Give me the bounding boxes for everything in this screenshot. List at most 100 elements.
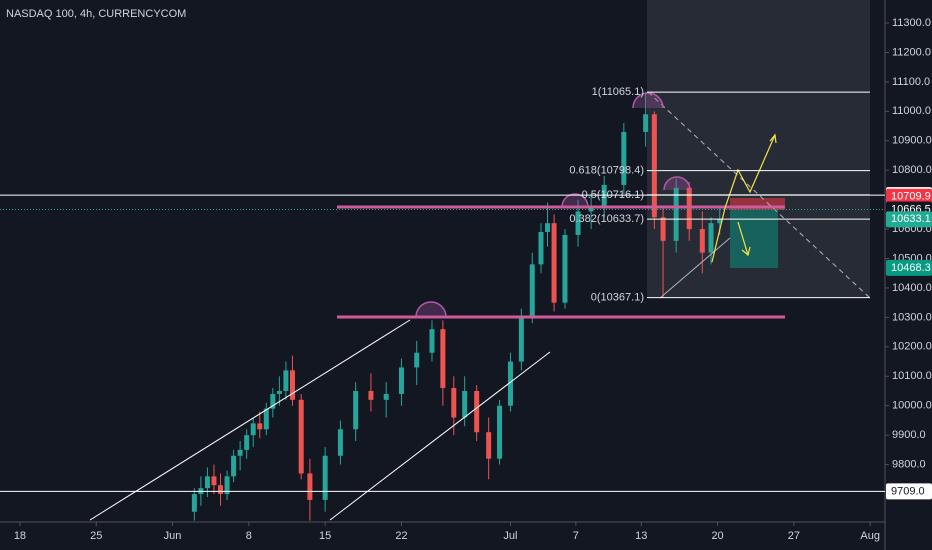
y-tick-label: 10100.0 (892, 370, 932, 382)
candle-body (298, 399, 304, 474)
chart-title: NASDAQ 100, 4h, CURRENCYCOM (6, 8, 186, 20)
price-tag (886, 188, 932, 205)
x-tick-label: 8 (246, 530, 252, 542)
y-tick-label: 11200.0 (892, 46, 931, 58)
candle-body (575, 211, 581, 235)
candle-body (383, 393, 389, 400)
candle-body (621, 131, 627, 185)
candle-body (224, 476, 230, 495)
candle-body (486, 432, 492, 459)
top-arc (663, 176, 691, 191)
price-tag (886, 483, 932, 500)
price-tag-label: 9709.0 (891, 485, 925, 497)
x-tick-label: 27 (788, 530, 800, 542)
candle-body (643, 114, 649, 132)
candle-body (289, 370, 295, 400)
candle-body (414, 352, 420, 368)
candle-body (545, 223, 551, 233)
candle-body (708, 223, 714, 253)
y-tick-label: 10300.0 (892, 311, 932, 323)
candle-body (651, 114, 657, 218)
price-tag-label: 10468.3 (891, 262, 931, 274)
price-tag (886, 211, 932, 228)
y-tick-label: 11000.0 (892, 105, 931, 117)
candle-body (562, 234, 568, 303)
candle-body (337, 429, 343, 456)
y-tick-label: 11300.0 (892, 17, 931, 29)
candle-body (474, 390, 480, 433)
x-tick-label: Aug (860, 530, 880, 542)
x-tick-label: 7 (573, 530, 579, 542)
y-tick-label: 10400.0 (892, 282, 932, 294)
candle-body (451, 388, 457, 418)
top-arc (561, 193, 589, 208)
top-arc (415, 301, 447, 318)
channel-line (329, 351, 551, 521)
candle-body (462, 390, 468, 418)
candle-body (398, 367, 404, 394)
candle-body (263, 408, 269, 430)
candle-body (440, 329, 446, 389)
triangle-line (659, 237, 731, 299)
top-arc (632, 92, 664, 109)
candle-body (244, 435, 250, 450)
candle-body (211, 476, 217, 486)
candle-body (699, 229, 705, 253)
candle-body (237, 449, 243, 456)
projection-arrow (711, 134, 776, 263)
x-tick-label: 25 (90, 530, 102, 542)
candle-body (673, 187, 679, 241)
y-tick-label: 9800.0 (892, 459, 926, 471)
candle-body (717, 219, 723, 224)
y-tick-label: 10000.0 (892, 400, 932, 412)
candle-body (250, 423, 256, 436)
candle-body (353, 390, 359, 430)
x-tick-label: Jun (164, 530, 182, 542)
candle-body (429, 329, 435, 353)
y-tick-label: 10800.0 (892, 164, 932, 176)
arrow-head (769, 133, 777, 144)
drawings-back (647, 0, 870, 298)
y-tick-label: 10200.0 (892, 341, 932, 353)
channel-line (89, 319, 411, 521)
x-tick-label: 13 (635, 530, 647, 542)
fib-label: 0(10367.1) (591, 292, 644, 304)
candle-body (322, 455, 328, 500)
candle-body (507, 361, 513, 406)
candle-body (551, 223, 557, 303)
candle-body (257, 423, 263, 430)
candle-body (660, 217, 666, 241)
y-tick-label: 10900.0 (892, 135, 932, 147)
price-tag-label: 10633.1 (891, 213, 931, 225)
price-tag-label: 10709.9 (891, 191, 931, 203)
price-tag (886, 259, 932, 276)
y-tick-label: 9900.0 (892, 429, 926, 441)
x-tick-label: 18 (14, 530, 26, 542)
candle-body (218, 485, 224, 495)
candle-body (518, 317, 524, 362)
candle-body (231, 455, 237, 477)
candle-body (283, 370, 289, 391)
candle-body (538, 232, 544, 265)
y-tick-label: 11100.0 (892, 76, 930, 88)
target-zone (730, 210, 778, 268)
fib-label: 1(11065.1) (592, 86, 644, 98)
fib-trend-line (647, 91, 871, 299)
candle-body (276, 390, 282, 394)
x-tick-label: Jul (503, 530, 517, 542)
fib-label: 0.618(10798.4) (569, 165, 644, 177)
x-tick-label: 22 (395, 530, 407, 542)
candle-body (529, 264, 535, 318)
candle-body (191, 494, 197, 512)
drawings-front: 1(11065.1)0.618(10798.4)0.5(10716.1)0.38… (89, 86, 871, 521)
projection-arrow (737, 221, 749, 256)
x-tick-label: 15 (319, 530, 331, 542)
fib-label: 0.382(10633.7) (569, 213, 644, 225)
x-tick-label: 20 (711, 530, 723, 542)
arrow-head (741, 246, 751, 257)
candle-body (497, 405, 503, 459)
candle-body (204, 476, 210, 489)
candle-body (368, 390, 374, 400)
candle-body (270, 393, 276, 409)
